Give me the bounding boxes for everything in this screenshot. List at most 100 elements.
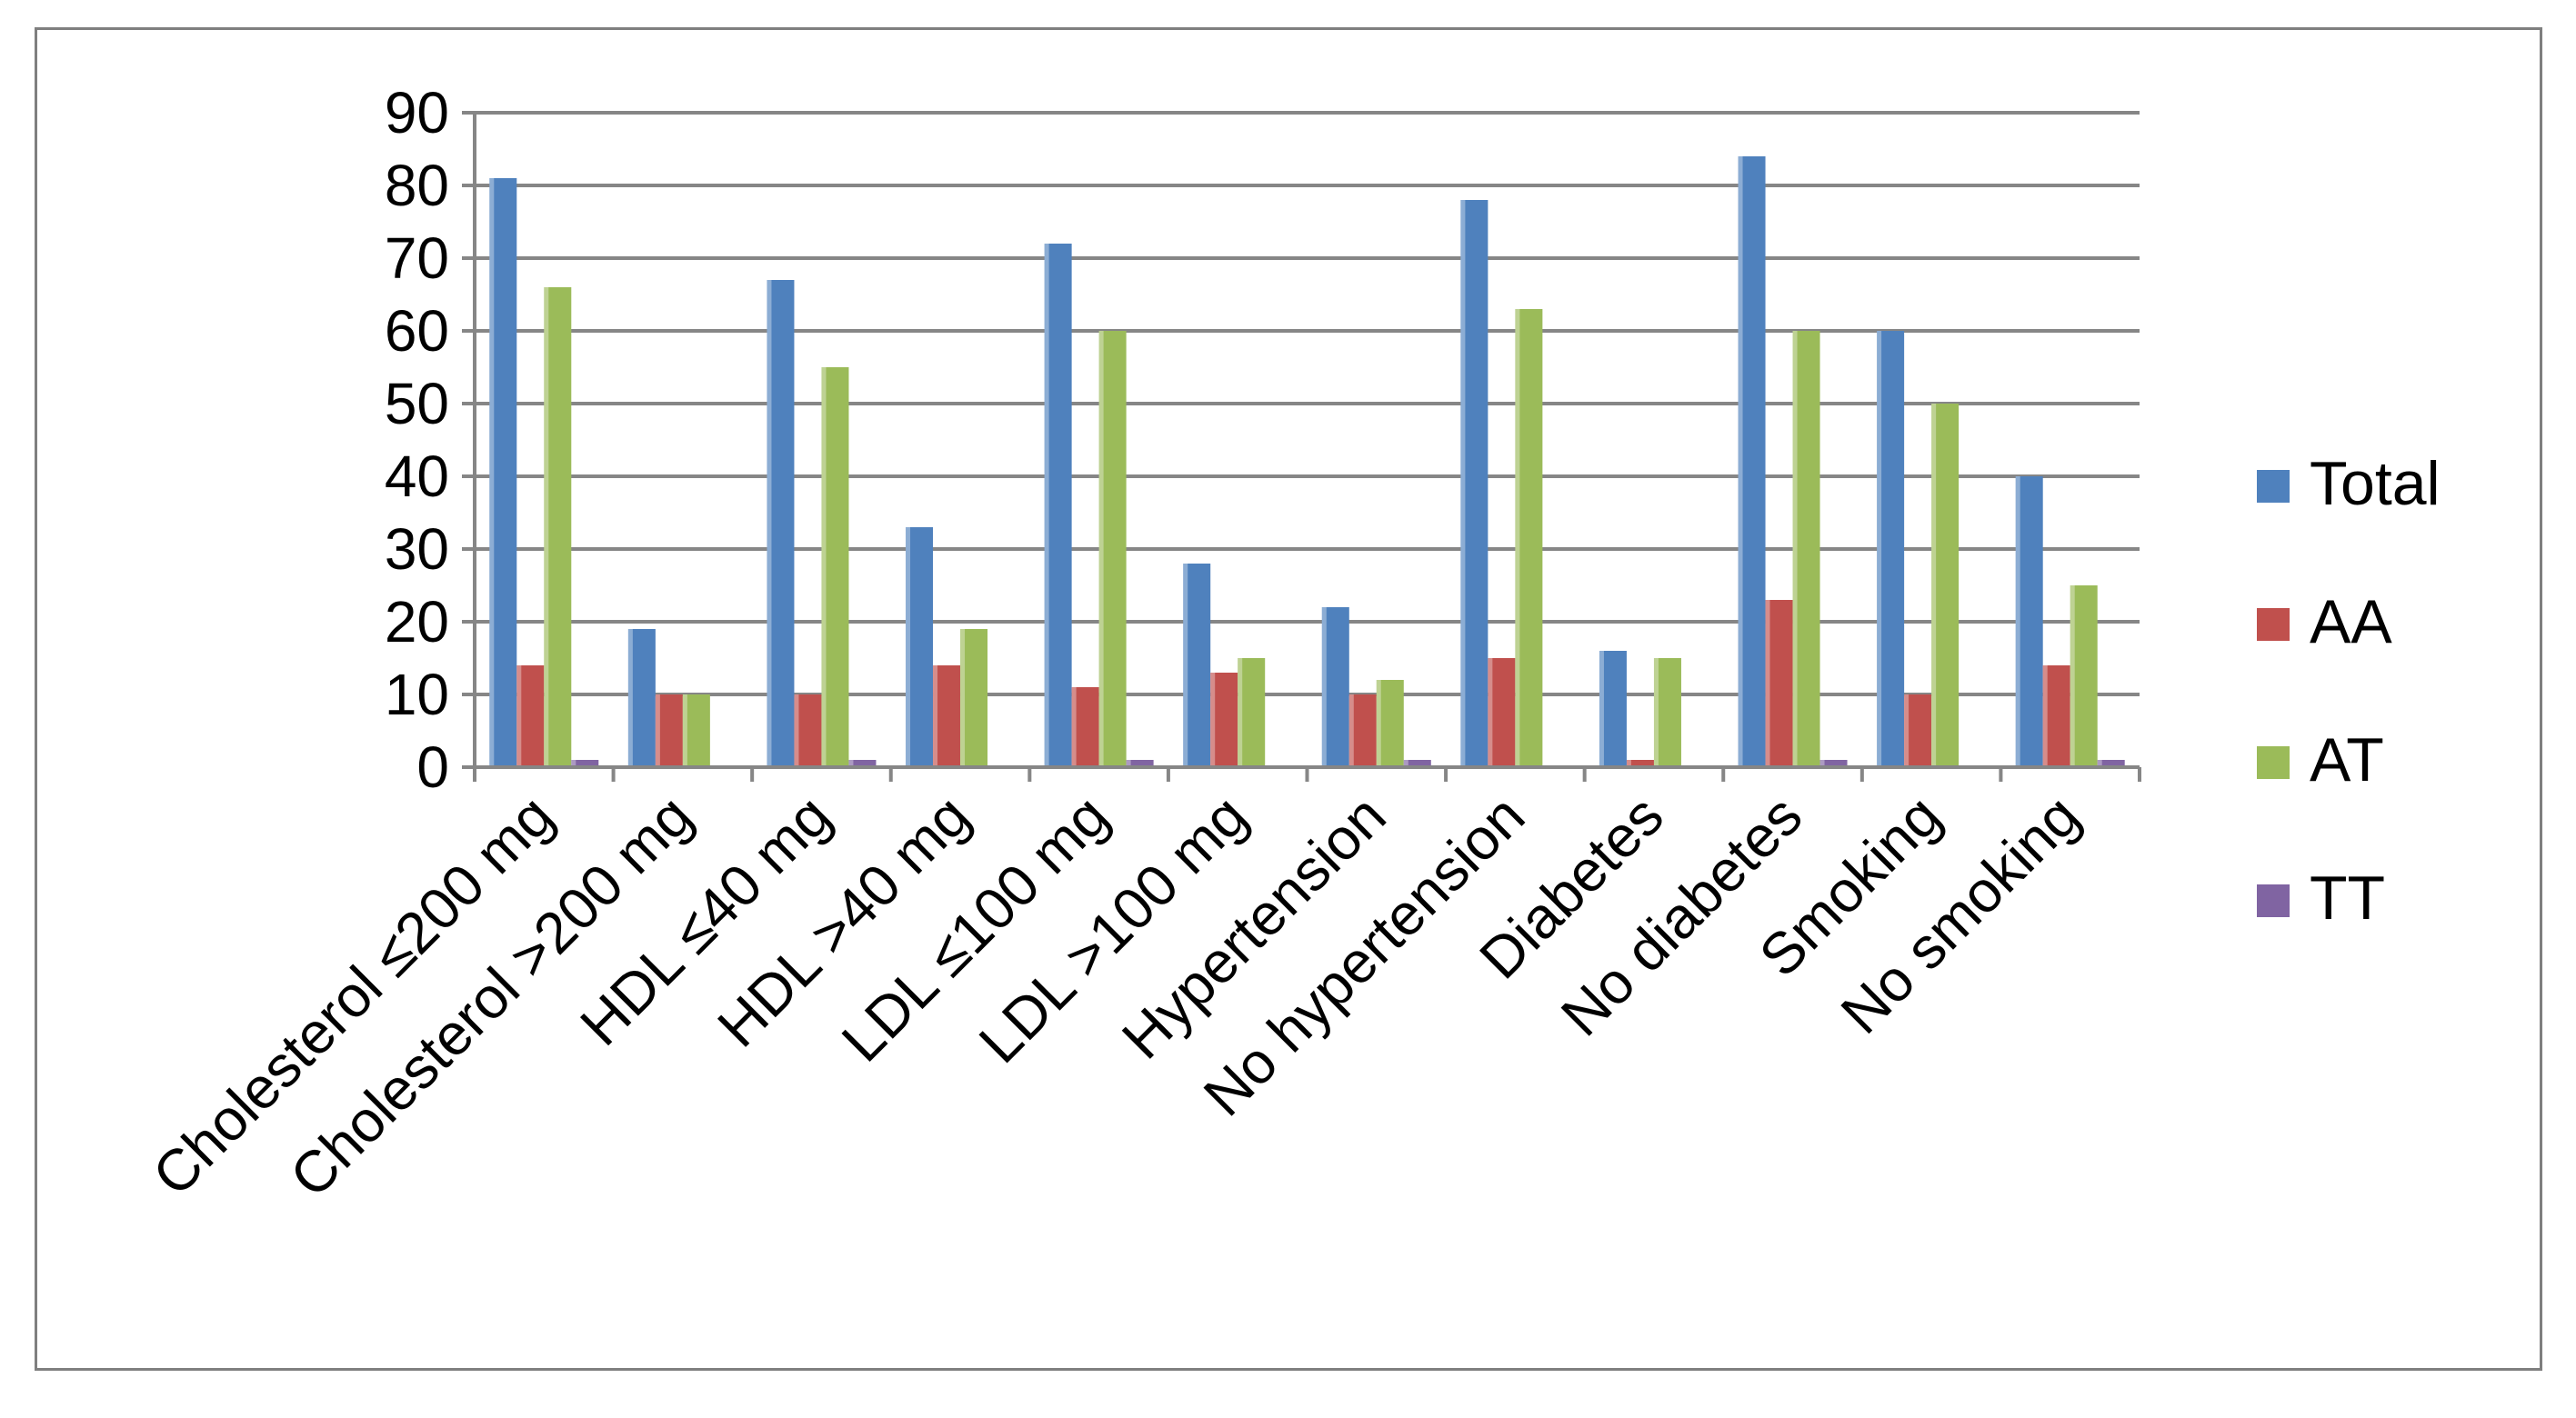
axes [462,111,2141,782]
bar-highlight [848,760,854,767]
legend: Total AA AT TT [2257,449,2441,933]
bar-highlight [2015,476,2020,767]
y-tick-label: 70 [385,225,449,291]
y-tick-label: 60 [385,298,449,364]
bar-aa-1 [655,694,683,767]
bar-at-11 [2070,585,2098,767]
y-tick-label: 0 [416,734,449,800]
bar-highlight [516,665,522,767]
legend-label-total: Total [2310,449,2441,518]
bar-at-10 [1931,404,1960,767]
bar-highlight [1765,600,1770,767]
bar-highlight [655,694,660,767]
bar-highlight [1321,607,1327,767]
y-tick-label: 50 [385,371,449,436]
bar-total-9 [1738,156,1766,767]
bar-aa-11 [2042,665,2070,767]
bar-highlight [1126,760,1131,767]
bar-highlight [1044,244,1049,767]
bar-total-5 [1183,564,1211,767]
bar-tt-6 [1403,760,1431,767]
bar-highlight [1792,331,1798,767]
legend-swatch-aa [2257,608,2290,641]
bar-at-4 [1098,331,1127,767]
legend-label-at: AT [2310,725,2384,794]
bar-highlight [767,280,772,767]
bar-highlight [1403,760,1408,767]
bar-highlight [1877,331,1882,767]
bar-aa-8 [1626,760,1654,767]
y-tick-label: 20 [385,589,449,654]
bar-total-0 [489,178,517,767]
bar-total-10 [1877,331,1905,767]
y-tick-label: 40 [385,444,449,509]
bar-highlight [1183,564,1188,767]
bar-tt-0 [571,760,599,767]
bar-total-4 [1044,244,1072,767]
bar-highlight [1931,404,1937,767]
bar-at-2 [821,367,849,767]
bar-highlight [933,665,938,767]
bar-highlight [1098,331,1104,767]
bar-at-0 [544,287,572,767]
bar-tt-4 [1126,760,1154,767]
y-tick-label: 10 [385,662,449,727]
bar-highlight [2097,760,2102,767]
bar-total-6 [1321,607,1349,767]
bar-aa-2 [794,694,822,767]
bar-highlight [1599,651,1604,767]
y-tick-label: 90 [385,80,449,145]
bar-aa-0 [516,665,545,767]
bar-total-11 [2015,476,2043,767]
bar-highlight [794,694,799,767]
bar-highlight [1210,673,1216,767]
bar-at-5 [1238,658,1266,767]
bar-highlight [960,629,966,767]
bar-tt-2 [848,760,877,767]
bar-highlight [544,287,549,767]
bar-highlight [1515,309,1520,767]
bar-highlight [2070,585,2075,767]
bar-at-7 [1515,309,1543,767]
bar-aa-10 [1904,694,1932,767]
bar-aa-7 [1488,658,1516,767]
bar-highlight [1819,760,1825,767]
bar-highlight [821,367,827,767]
bar-aa-6 [1348,694,1377,767]
bar-highlight [1626,760,1631,767]
bar-highlight [571,760,576,767]
bar-total-3 [906,527,934,767]
legend-swatch-total [2257,470,2290,503]
bar-highlight [906,527,911,767]
bar-highlight [489,178,495,767]
bar-at-8 [1653,658,1681,767]
bar-aa-5 [1210,673,1238,767]
y-tick-labels: 0 10 20 30 40 50 60 70 80 90 [385,80,449,800]
legend-label-aa: AA [2310,587,2392,656]
legend-swatch-tt [2257,884,2290,917]
bar-highlight [682,694,687,767]
y-tick-label: 80 [385,153,449,218]
bar-highlight [627,629,633,767]
bar-aa-3 [933,665,961,767]
bar-highlight [1653,658,1659,767]
gridlines [475,111,2140,696]
bar-highlight [1904,694,1909,767]
bar-aa-9 [1765,600,1793,767]
bar-at-6 [1376,680,1404,767]
legend-label-tt: TT [2310,864,2385,933]
bar-highlight [1238,658,1243,767]
legend-swatch-at [2257,746,2290,779]
bar-total-1 [627,629,656,767]
bar-highlight [1738,156,1743,767]
y-tick-label: 30 [385,516,449,582]
bar-highlight [1376,680,1381,767]
bar-tt-9 [1819,760,1848,767]
bar-at-1 [682,694,710,767]
bar-highlight [1460,200,1466,767]
bar-aa-4 [1071,687,1099,767]
bar-highlight [1071,687,1077,767]
bar-total-7 [1460,200,1488,767]
